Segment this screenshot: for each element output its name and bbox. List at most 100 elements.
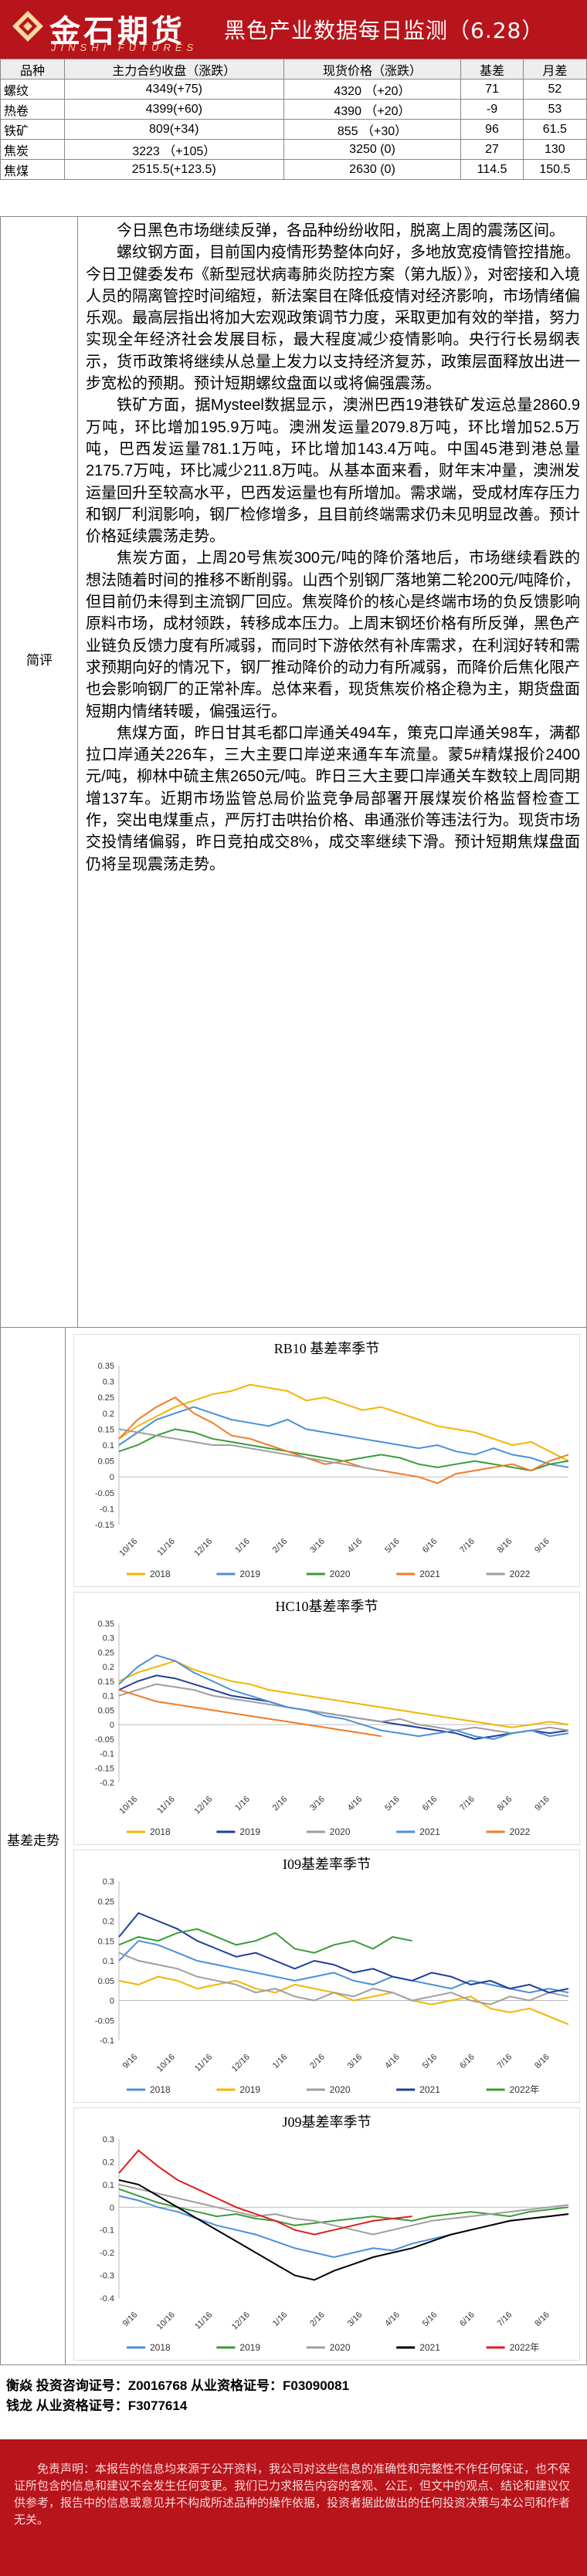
product-name: 铁矿 <box>0 119 65 140</box>
series-line <box>118 1683 569 1735</box>
x-tick-label: 10/16 <box>117 1537 139 1559</box>
legend-label: 2022年 <box>510 2084 540 2095</box>
chart-title: J09基差率季节 <box>282 2114 371 2130</box>
column-header: 月差 <box>522 59 587 80</box>
legend-label: 2018 <box>150 1826 171 1837</box>
y-tick-label: 0.1 <box>103 2181 114 2190</box>
legend-label: 2021 <box>419 1569 440 1579</box>
x-tick-label: 3/16 <box>308 1537 327 1555</box>
table-row: 铁矿 809(+34) 855 （+30） 96 61.5 <box>0 119 587 140</box>
spot-price: 4320 （+20） <box>283 79 462 100</box>
legend-label: 2022 <box>510 1569 531 1579</box>
y-tick-label: -0.05 <box>95 1735 114 1745</box>
x-tick-label: 11/16 <box>193 2310 214 2331</box>
x-tick-label: 4/16 <box>346 1795 365 1813</box>
chart-title: RB10 基差率季节 <box>274 1341 380 1356</box>
series-line <box>118 1406 569 1468</box>
x-tick-label: 9/16 <box>121 2310 140 2329</box>
series-line <box>118 2149 412 2236</box>
series-line <box>118 1928 412 1954</box>
quotes-table: 品种 主力合约收盘（涨跌） 现货价格（涨跌） 基差 月差 螺纹 4349(+75… <box>0 59 587 180</box>
chart-title: HC10基差率季节 <box>275 1599 378 1614</box>
logo-chinese-name: 金石期货 <box>49 14 185 49</box>
series-line <box>118 1660 569 1728</box>
x-tick-label: 5/16 <box>421 2310 439 2329</box>
y-tick-label: 0.2 <box>103 1663 114 1672</box>
x-tick-label: 1/16 <box>271 2310 290 2329</box>
basis-value: -9 <box>460 99 524 120</box>
y-tick-label: 0 <box>110 1721 114 1730</box>
x-tick-label: 4/16 <box>383 2310 402 2329</box>
y-tick-label: 0 <box>110 1473 114 1482</box>
y-tick-label: 0.35 <box>98 1362 114 1371</box>
company-logo: 金石期货 JINSHI FUTURES <box>11 6 204 53</box>
chart-svg: RB10 基差率季节 0.35 0.3 0.25 0.2 0.15 0.1 0.05 0 -0.0… <box>95 1341 569 1579</box>
series-line <box>118 1674 569 1740</box>
logo-english-name: JINSHI FUTURES <box>51 42 198 53</box>
x-tick-label: 10/16 <box>155 2310 177 2332</box>
series-line <box>118 1951 569 2006</box>
column-header: 基差 <box>460 59 524 80</box>
brief-section: 简评 今日黑色市场继续反弹，各品种纷纷收阳，脱离上周的震荡区间。 螺纹钢方面，目… <box>0 216 587 1328</box>
series-line <box>118 1383 569 1462</box>
spot-price: 4390 （+20） <box>283 99 462 120</box>
y-tick-label: 0 <box>110 1997 114 2006</box>
legend-label: 2022 <box>510 1826 531 1837</box>
basis-value: 96 <box>460 119 524 140</box>
x-tick-label: 3/16 <box>346 2053 365 2071</box>
x-tick-label: 12/16 <box>230 2053 252 2074</box>
x-tick-label: 12/16 <box>192 1795 214 1816</box>
report-header: 金石期货 JINSHI FUTURES 黑色产业数据每日监测（6.28） <box>0 0 587 59</box>
table-row: 热卷 4399(+60) 4390 （+20） -9 53 <box>0 99 587 120</box>
y-tick-label: -0.05 <box>95 2016 114 2026</box>
column-header: 主力合约收盘（涨跌） <box>64 59 284 80</box>
y-tick-label: 0.15 <box>98 1937 114 1946</box>
legend-label: 2019 <box>239 1569 260 1579</box>
series-line <box>118 1689 382 1738</box>
table-row: 螺纹 4349(+75) 4320 （+20） 71 52 <box>0 79 587 100</box>
hc10-basis-chart: HC10基差率季节 0.35 0.3 0.25 0.2 0.15 0.1 0.05 0 -0.05… <box>73 1592 580 1845</box>
y-tick-label: 0.05 <box>98 1706 114 1715</box>
y-tick-label: 0.3 <box>103 1877 114 1887</box>
x-tick-label: 2/16 <box>271 1537 290 1555</box>
spread-value: 61.5 <box>522 119 587 140</box>
chart-title: I09基差率季节 <box>283 1857 371 1872</box>
y-tick-label: 0.15 <box>98 1677 114 1687</box>
y-tick-label: 0.3 <box>103 1378 114 1387</box>
chart-svg: HC10基差率季节 0.35 0.3 0.25 0.2 0.15 0.1 0.05 0 -0.05… <box>95 1599 569 1837</box>
x-tick-label: 3/16 <box>346 2310 365 2329</box>
y-tick-label: 0.25 <box>98 1897 114 1907</box>
legend-label: 2019 <box>239 2342 260 2353</box>
y-tick-label: 0.05 <box>98 1457 114 1467</box>
y-tick-label: 0.05 <box>98 1977 114 1986</box>
quotes-header-row: 品种 主力合约收盘（涨跌） 现货价格（涨跌） 基差 月差 <box>0 59 587 80</box>
disclaimer-box: 免责声明：本报告的信息均来源于公开资料，我公司对这些信息的准确性和完整性不作任何… <box>0 2439 587 2576</box>
basis-label: 基差走势 <box>7 1833 59 1848</box>
spread-value: 53 <box>522 99 587 120</box>
legend-label: 2020 <box>330 2342 351 2353</box>
brief-label-cell: 简评 <box>1 217 78 1327</box>
y-tick-label: -0.1 <box>100 2036 114 2046</box>
x-tick-label: 5/16 <box>421 2053 439 2071</box>
x-tick-label: 12/16 <box>192 1537 214 1559</box>
x-tick-label: 6/16 <box>421 1537 439 1555</box>
x-tick-label: 7/16 <box>496 2053 514 2071</box>
brief-label: 简评 <box>26 653 53 668</box>
x-tick-label: 2/16 <box>308 2310 327 2329</box>
y-tick-label: -0.3 <box>100 2272 114 2281</box>
x-tick-label: 4/16 <box>383 2053 402 2071</box>
x-tick-label: 1/16 <box>233 1537 252 1555</box>
series-line <box>118 2195 569 2259</box>
basis-section: 基差走势 RB10 基差率季节 0.35 0.3 0.25 0.2 0.15 0.1 0.05… <box>0 1328 587 2365</box>
y-tick-label: -0.15 <box>95 1764 114 1773</box>
j09-basis-chart: J09基差率季节 0.3 0.2 0.1 0 -0.1 -0.2 -0.3 -0.4 9/16 10… <box>73 2107 580 2361</box>
legend-label: 2021 <box>419 2342 440 2353</box>
brief-paragraph: 焦炭方面，上周20号焦炭300元/吨的降价落地后，市场继续看跌的想法随着时间的推… <box>86 550 580 720</box>
x-tick-label: 7/16 <box>458 1795 477 1813</box>
legend-label: 2019 <box>239 1826 260 1837</box>
x-tick-label: 2/16 <box>271 1795 290 1813</box>
y-tick-label: 0.35 <box>98 1620 114 1629</box>
y-tick-label: 0.25 <box>98 1648 114 1657</box>
column-header: 品种 <box>0 59 65 80</box>
y-tick-label: 0.3 <box>103 1634 114 1643</box>
